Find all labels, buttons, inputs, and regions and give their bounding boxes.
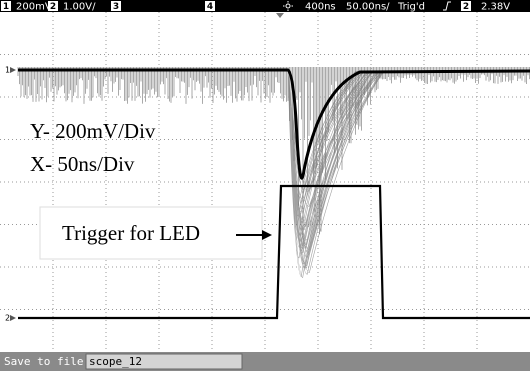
filename[interactable]: scope_12: [89, 355, 142, 368]
graticule: [0, 12, 530, 352]
ch2-label: 2: [50, 2, 56, 12]
x-scale-note: X- 50ns/Div: [30, 152, 135, 176]
waveforms: [18, 67, 530, 318]
time-delay: 400ns: [305, 2, 336, 13]
scope-screen: 1 200mV/ 2 1.00V/ 3 4 400ns 50.00ns/ Tri…: [0, 0, 530, 371]
ch2-marker-label: 2: [5, 314, 10, 323]
trigger-status: Trig'd: [397, 2, 425, 13]
trigger-position-marker: [276, 13, 284, 18]
ch3-label: 3: [113, 2, 119, 12]
trigger-note: Trigger for LED: [62, 221, 200, 245]
ch1-marker: [10, 67, 16, 73]
ch2-scale: 1.00V/: [63, 2, 96, 13]
ch1-label: 1: [3, 2, 9, 12]
save-label: Save to file =: [4, 355, 97, 368]
ch4-label: 4: [207, 2, 213, 12]
trigger-source: 2: [463, 2, 469, 12]
time-scale: 50.00ns/: [346, 2, 390, 13]
ch1-marker-label: 1: [5, 66, 10, 75]
ch2-marker: [10, 315, 16, 321]
y-scale-note: Y- 200mV/Div: [30, 119, 156, 143]
trigger-level: 2.38V: [481, 2, 510, 13]
